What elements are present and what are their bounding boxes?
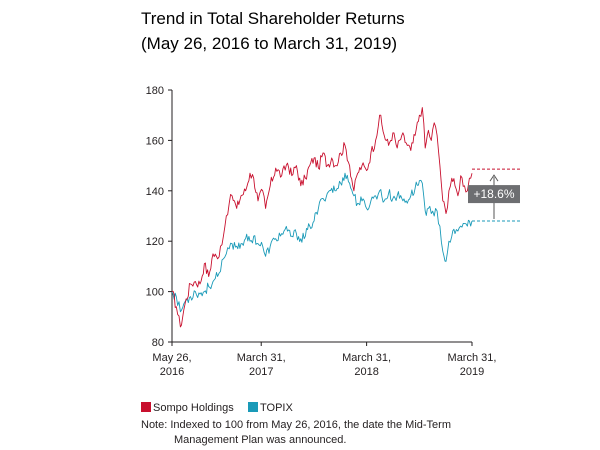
topix-line [171, 172, 473, 313]
legend: Sompo Holdings TOPIX [141, 402, 293, 414]
x-tick-label: March 31, [237, 352, 286, 364]
x-tick-label: March 31, [448, 352, 497, 364]
x-tick-label: May 26, [152, 352, 191, 364]
legend-swatch-sompo [141, 402, 151, 412]
y-tick-label: 80 [152, 337, 164, 349]
difference-annotation: +18.6% [468, 168, 520, 222]
y-tick-label: 100 [146, 287, 164, 299]
y-tick-label: 120 [146, 236, 164, 248]
axes: 80 100 120 140 160 180 May 26, 2016 March 31, 201… [146, 85, 497, 378]
chart-subtitle: (May 26, 2016 to March 31, 2019) [141, 34, 397, 53]
y-tick-label: 180 [146, 85, 164, 97]
x-tick-label: 2016 [160, 366, 184, 378]
x-tick-label: 2017 [249, 366, 273, 378]
y-tick-label: 160 [146, 135, 164, 147]
difference-label-box [468, 185, 520, 204]
x-tick-label: 2019 [460, 366, 484, 378]
legend-swatch-topix [248, 402, 258, 412]
legend-label-topix: TOPIX [260, 402, 293, 414]
difference-arrow-head [489, 174, 499, 182]
legend-label-sompo: Sompo Holdings [153, 402, 234, 414]
y-tick-label: 140 [146, 186, 164, 198]
footnote-line1: Note: Indexed to 100 from May 26, 2016, … [141, 419, 451, 431]
difference-label: +18.6% [473, 187, 514, 201]
sompo-holdings-line [171, 107, 473, 328]
x-tick-label: March 31, [342, 352, 391, 364]
footnote-line2: Management Plan was announced. [174, 434, 346, 446]
x-tick-label: 2018 [354, 366, 378, 378]
series-lines [171, 107, 473, 328]
chart-title: Trend in Total Shareholder Returns [141, 9, 405, 28]
